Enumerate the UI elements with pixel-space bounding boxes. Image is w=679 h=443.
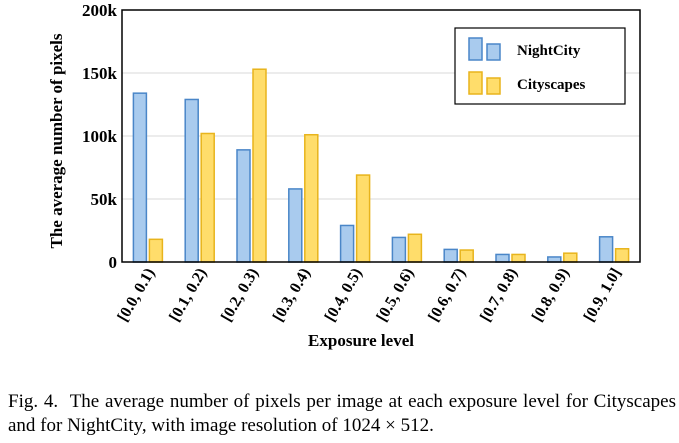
legend-box (454, 27, 626, 105)
x-tick-label: [0.3, 0.4) (270, 265, 314, 324)
bar-nightcity-0 (132, 92, 148, 263)
figure-caption: Fig. 4. The average number of pixels per… (8, 390, 676, 438)
caption-label: Fig. 4. (8, 391, 59, 412)
legend-swatch-cityscapes (486, 77, 501, 95)
x-axis-label: Exposure level (308, 331, 414, 350)
legend-label-nightcity: NightCity (517, 43, 581, 59)
bar-nightcity-9 (598, 236, 614, 263)
bar-cityscapes-2 (252, 68, 267, 263)
bar-nightcity-8 (547, 256, 562, 263)
legend-swatch-nightcity (486, 43, 501, 61)
bar-cityscapes-0 (148, 238, 164, 263)
x-tick-label: [0.6, 0.7) (425, 265, 469, 324)
x-tick-label: [0.0, 0.1) (114, 265, 158, 324)
bar-cityscapes-8 (563, 252, 578, 263)
y-axis-label: The average number of pixels (47, 33, 66, 248)
bar-cityscapes-3 (304, 133, 319, 263)
x-tick-label: [0.7, 0.8) (477, 265, 521, 324)
bar-cityscapes-7 (511, 253, 526, 263)
legend-label-cityscapes: Cityscapes (517, 77, 585, 93)
bar-nightcity-6 (443, 248, 458, 263)
bar-nightcity-4 (339, 224, 355, 263)
bar-nightcity-3 (288, 188, 303, 263)
x-tick-label: [0.9, 1.0] (581, 265, 625, 324)
y-tick-label: 100k (82, 127, 118, 146)
bar-cityscapes-9 (614, 248, 630, 263)
bar-nightcity-7 (495, 253, 510, 263)
legend: NightCity Cityscapes (454, 27, 626, 105)
x-tick-label: [0.1, 0.2) (166, 265, 210, 324)
x-tick-label: [0.8, 0.9) (529, 265, 573, 324)
x-tick-label: [0.2, 0.3) (218, 265, 262, 324)
legend-swatch-cityscapes (468, 71, 483, 95)
bar-nightcity-1 (184, 98, 199, 263)
y-tick-label: 0 (109, 253, 118, 272)
x-tick-labels: [0.0, 0.1) [0.1, 0.2) [0.2, 0.3) [0.3, 0.4)… (114, 265, 624, 324)
y-tick-label: 50k (91, 190, 118, 209)
caption-text: The average number of pixels per image a… (8, 391, 677, 436)
plot-frame (121, 9, 641, 263)
bar-cityscapes-6 (459, 249, 474, 263)
bar-cityscapes-1 (200, 132, 215, 263)
x-tick-label: [0.5, 0.6) (373, 265, 417, 324)
y-tick-labels: 0 50k 100k 150k 200k (82, 1, 118, 272)
bars (132, 68, 630, 263)
y-tick-label: 200k (82, 1, 118, 20)
bar-nightcity-2 (236, 149, 251, 263)
bar-cityscapes-4 (355, 174, 371, 263)
y-tick-label: 150k (82, 64, 118, 83)
bar-cityscapes-5 (407, 233, 423, 263)
legend-swatch-nightcity (468, 37, 483, 61)
bar-nightcity-5 (391, 236, 407, 263)
x-tick-label: [0.4, 0.5) (322, 265, 366, 324)
